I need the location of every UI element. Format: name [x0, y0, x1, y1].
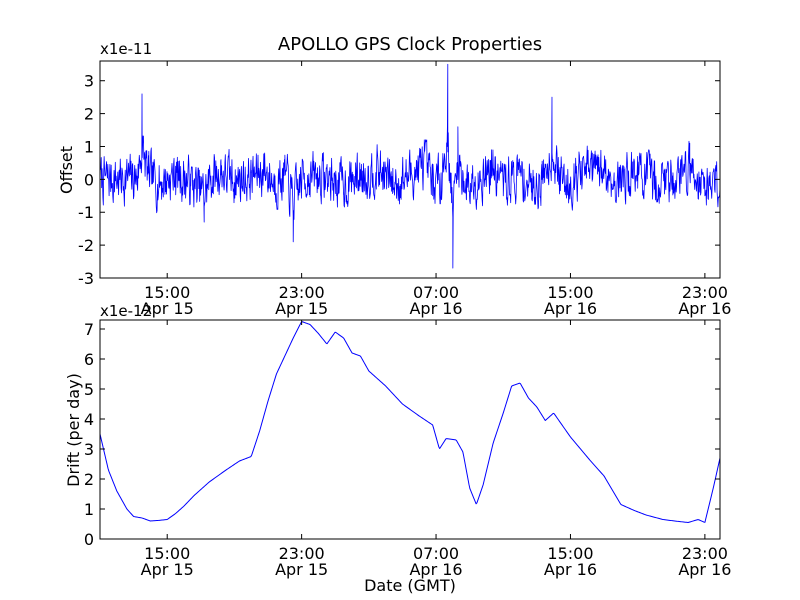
offset-panel-xtick-time-label: 23:00	[279, 283, 325, 302]
drift-panel-xtick-date-label: Apr 15	[141, 560, 194, 579]
drift-y-ticks: 0 1 2 3 4 5 6 7	[84, 320, 720, 549]
offset-panel-xtick-time-label: 07:00	[413, 283, 459, 302]
offset-panel: APOLLO GPS Clock Properties x1e-11 Offse…	[57, 34, 731, 318]
offset-panel-line-0	[99, 63, 721, 269]
offset-panel-xtick-date-label: Apr 16	[678, 299, 731, 318]
drift-panel-ytick-label: 1	[84, 500, 94, 519]
drift-panel-xtick-time-label: 15:00	[547, 544, 593, 563]
drift-panel-xtick-date-label: Apr 15	[275, 560, 328, 579]
offset-panel-ytick-label: 3	[84, 72, 94, 91]
offset-panel-ytick-label: -3	[78, 269, 94, 288]
drift-panel-line-0	[99, 321, 721, 523]
offset-series	[99, 63, 721, 269]
drift-panel-xtick-time-label: 23:00	[682, 544, 728, 563]
drift-panel-xtick-time-label: 15:00	[144, 544, 190, 563]
offset-panel-ytick-label: 2	[84, 105, 94, 124]
drift-panel-ytick-label: 0	[84, 530, 94, 549]
drift-panel-ytick-label: 6	[84, 350, 94, 369]
offset-panel-xtick-time-label: 23:00	[682, 283, 728, 302]
offset-panel-xtick-time-label: 15:00	[547, 283, 593, 302]
offset-y-ticks: -3 -2 -1 0 1 2 3	[78, 72, 720, 288]
drift-panel-ytick-label: 4	[84, 410, 94, 429]
drift-panel-ytick-label: 7	[84, 320, 94, 339]
drift-panel-xtick-date-label: Apr 16	[678, 560, 731, 579]
x-axis-label: Date (GMT)	[364, 576, 456, 595]
drift-panel-ytick-label: 5	[84, 380, 94, 399]
offset-panel-ytick-label: 1	[84, 137, 94, 156]
offset-panel-ytick-label: -1	[78, 203, 94, 222]
drift-series	[99, 321, 721, 523]
drift-panel-xtick-date-label: Apr 16	[409, 560, 462, 579]
offset-panel-xtick-date-label: Apr 16	[544, 299, 597, 318]
offset-panel-xtick-time-label: 15:00	[144, 283, 190, 302]
offset-panel-ytick-label: -2	[78, 236, 94, 255]
chart-title: APOLLO GPS Clock Properties	[278, 34, 542, 55]
offset-exponent-label: x1e-11	[100, 40, 152, 58]
offset-panel-ytick-label: 0	[84, 170, 94, 189]
offset-panel-xtick-date-label: Apr 15	[275, 299, 328, 318]
offset-plot-frame	[99, 60, 721, 279]
drift-plot-frame	[99, 319, 721, 540]
drift-panel-ytick-label: 2	[84, 470, 94, 489]
drift-panel-xtick-time-label: 23:00	[279, 544, 325, 563]
drift-y-axis-label: Drift (per day)	[64, 373, 83, 487]
offset-panel-xtick-date-label: Apr 16	[409, 299, 462, 318]
drift-exponent-label: x1e-12	[100, 302, 152, 320]
drift-panel-ytick-label: 3	[84, 440, 94, 459]
offset-y-axis-label: Offset	[57, 146, 76, 194]
offset-panel-xtick-date-label: Apr 15	[141, 299, 194, 318]
drift-panel-xtick-date-label: Apr 16	[544, 560, 597, 579]
drift-panel-xtick-time-label: 07:00	[413, 544, 459, 563]
